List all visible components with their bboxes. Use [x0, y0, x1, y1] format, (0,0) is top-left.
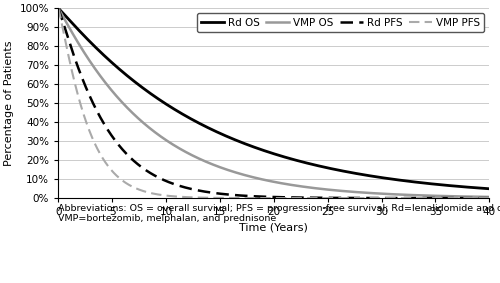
Y-axis label: Percentage of Patients: Percentage of Patients [4, 40, 14, 166]
Text: Abbreviations: OS = overall survival; PFS = progression-free survival; Rd=lenali: Abbreviations: OS = overall survival; PF… [58, 204, 500, 223]
Legend: Rd OS, VMP OS, Rd PFS, VMP PFS: Rd OS, VMP OS, Rd PFS, VMP PFS [196, 13, 484, 32]
X-axis label: Time (Years): Time (Years) [240, 223, 308, 233]
